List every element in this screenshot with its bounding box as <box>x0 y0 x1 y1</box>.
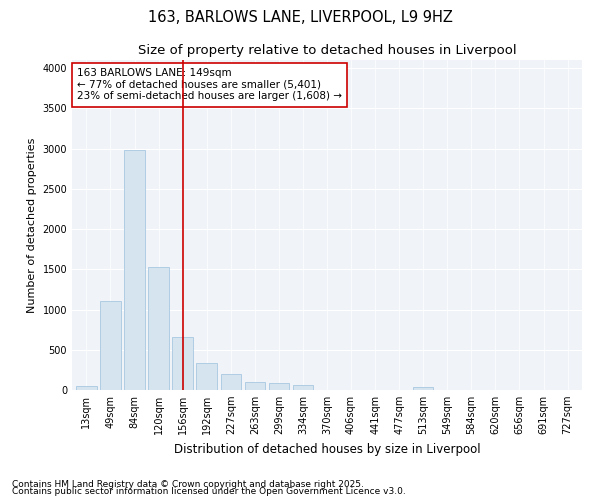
Title: Size of property relative to detached houses in Liverpool: Size of property relative to detached ho… <box>137 44 517 58</box>
Bar <box>124 150 145 390</box>
Bar <box>76 386 97 390</box>
Bar <box>172 338 193 390</box>
Bar <box>245 382 265 390</box>
Bar <box>413 387 433 390</box>
Text: 163, BARLOWS LANE, LIVERPOOL, L9 9HZ: 163, BARLOWS LANE, LIVERPOOL, L9 9HZ <box>148 10 452 25</box>
Bar <box>148 267 169 390</box>
Text: 163 BARLOWS LANE: 149sqm
← 77% of detached houses are smaller (5,401)
23% of sem: 163 BARLOWS LANE: 149sqm ← 77% of detach… <box>77 68 342 102</box>
Bar <box>100 300 121 390</box>
Bar <box>196 362 217 390</box>
Y-axis label: Number of detached properties: Number of detached properties <box>27 138 37 312</box>
Bar <box>221 374 241 390</box>
X-axis label: Distribution of detached houses by size in Liverpool: Distribution of detached houses by size … <box>173 442 481 456</box>
Text: Contains HM Land Registry data © Crown copyright and database right 2025.: Contains HM Land Registry data © Crown c… <box>12 480 364 489</box>
Bar <box>293 385 313 390</box>
Text: Contains public sector information licensed under the Open Government Licence v3: Contains public sector information licen… <box>12 487 406 496</box>
Bar <box>269 383 289 390</box>
